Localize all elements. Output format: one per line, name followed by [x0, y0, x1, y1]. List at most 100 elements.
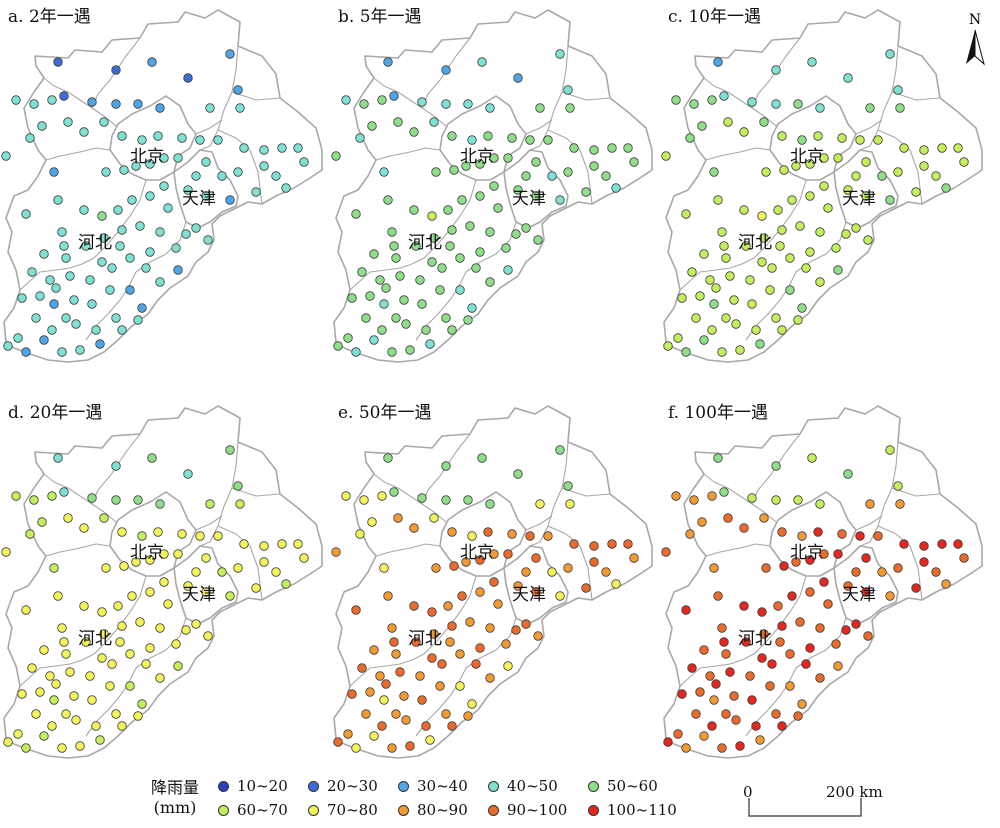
station-point — [17, 689, 27, 699]
station-point — [699, 335, 709, 345]
station-point — [797, 699, 807, 709]
station-point — [277, 539, 287, 549]
station-point — [953, 143, 963, 153]
station-point — [569, 539, 579, 549]
scale-start-label: 0 — [743, 783, 753, 801]
station-point — [805, 159, 815, 169]
station-point — [111, 99, 121, 109]
station-point — [719, 487, 729, 497]
station-point — [217, 171, 227, 181]
station-point — [455, 253, 465, 263]
station-point — [53, 195, 63, 205]
station-point — [773, 205, 783, 215]
station-point — [387, 347, 397, 357]
station-point — [843, 469, 853, 479]
station-point — [81, 637, 91, 647]
station-point — [389, 637, 399, 647]
region-outline — [663, 9, 983, 363]
legend-label: 90~100 — [507, 801, 568, 819]
station-point — [441, 65, 451, 75]
station-point — [787, 195, 797, 205]
station-point — [843, 73, 853, 83]
region-outline — [3, 405, 323, 759]
station-point — [739, 205, 749, 215]
station-point — [463, 495, 473, 505]
station-point — [443, 205, 453, 215]
station-point — [719, 637, 729, 647]
station-point — [57, 743, 67, 753]
station-point — [861, 191, 871, 201]
station-point — [431, 563, 441, 573]
station-point — [69, 295, 79, 305]
region-label-hebei: 河北 — [78, 233, 112, 253]
station-point — [779, 165, 789, 175]
station-point — [447, 325, 457, 335]
station-point — [815, 673, 825, 683]
station-point — [411, 241, 421, 251]
station-point — [137, 303, 147, 313]
station-point — [611, 183, 621, 193]
legend-item: 80~90 — [398, 801, 468, 819]
station-point — [3, 737, 13, 747]
region-label-tianjin: 天津 — [842, 585, 876, 605]
station-point — [661, 151, 671, 161]
station-point — [563, 563, 573, 573]
legend-item: 20~30 — [308, 777, 378, 795]
station-point — [383, 195, 393, 205]
station-point — [919, 541, 929, 551]
county-boundary — [561, 487, 611, 497]
station-point — [807, 453, 817, 463]
station-point — [711, 679, 721, 689]
station-point — [855, 135, 865, 145]
station-point — [607, 539, 617, 549]
station-point — [485, 227, 495, 237]
county-boundary — [561, 91, 611, 101]
station-point — [531, 157, 541, 167]
station-point — [785, 649, 795, 659]
station-point — [25, 529, 35, 539]
station-point — [125, 285, 135, 295]
tianjin-boundary — [503, 545, 569, 625]
station-point — [203, 631, 213, 641]
station-point — [95, 339, 105, 349]
station-point — [709, 167, 719, 177]
station-point — [367, 517, 377, 527]
station-point — [441, 709, 451, 719]
county-boundary — [195, 515, 223, 531]
station-point — [467, 135, 477, 145]
panel-title-c: c. 10年一遇 — [668, 7, 761, 27]
station-point — [271, 567, 281, 577]
station-point — [695, 291, 705, 301]
station-point — [427, 257, 437, 267]
station-point — [893, 563, 903, 573]
station-point — [707, 491, 717, 501]
station-point — [801, 263, 811, 273]
station-point — [111, 709, 121, 719]
county-boundary — [373, 473, 447, 523]
panel-title-a: a. 2年一遇 — [8, 7, 91, 27]
station-point — [475, 191, 485, 201]
station-point — [141, 659, 151, 669]
station-point — [429, 513, 439, 523]
station-point — [823, 203, 833, 213]
station-point — [1, 547, 11, 557]
panel-title-d: d. 20年一遇 — [8, 403, 103, 423]
station-point — [155, 673, 165, 683]
station-point — [521, 171, 531, 181]
station-point — [719, 91, 729, 101]
station-point — [855, 531, 865, 541]
station-point — [471, 659, 481, 669]
station-point — [777, 325, 787, 335]
station-point — [357, 663, 367, 673]
station-point — [467, 303, 477, 313]
station-point — [503, 661, 513, 671]
station-point — [61, 709, 71, 719]
station-point — [51, 283, 61, 293]
station-point — [861, 587, 871, 597]
county-boundary — [373, 77, 447, 127]
station-point — [85, 275, 95, 285]
county-boundary — [529, 45, 569, 151]
station-point — [111, 461, 121, 471]
